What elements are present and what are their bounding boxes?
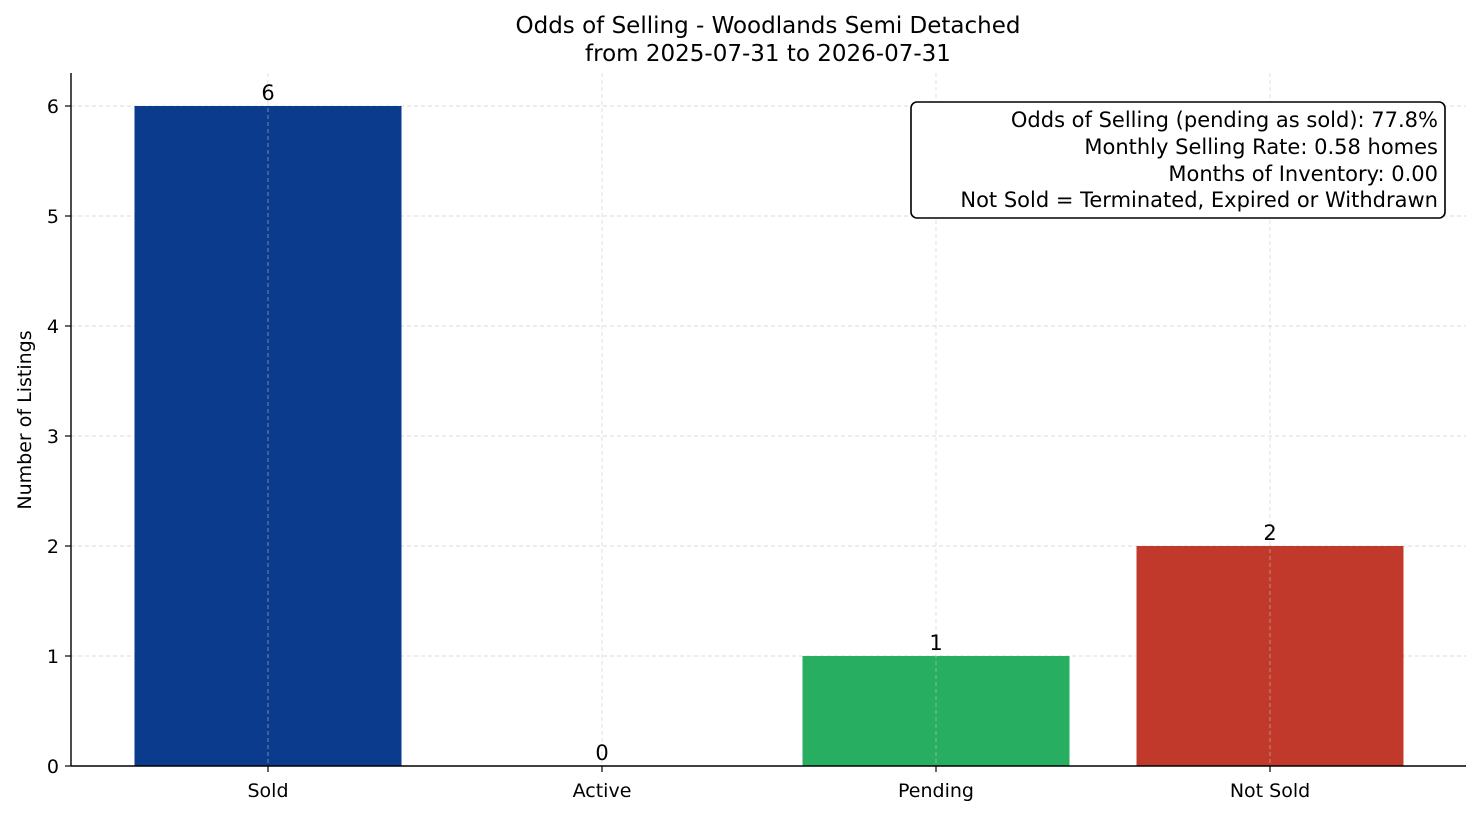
chart-subtitle: from 2025-07-31 to 2026-07-31 xyxy=(585,41,951,67)
annotation-frame xyxy=(910,101,1446,219)
y-tick-label: 4 xyxy=(47,316,59,338)
chart-title: Odds of Selling - Woodlands Semi Detache… xyxy=(516,13,1021,39)
bar-value-label: 0 xyxy=(595,741,608,765)
x-tick-label: Not Sold xyxy=(1230,780,1310,802)
bar-value-label: 6 xyxy=(261,81,274,105)
annotation-line-notsold-def: Not Sold = Terminated, Expired or Withdr… xyxy=(960,188,1438,212)
y-tick-label: 0 xyxy=(47,756,59,778)
annotation-line-inventory: Months of Inventory: 0.00 xyxy=(1168,162,1438,186)
bar-sold xyxy=(134,106,402,766)
y-tick-label: 6 xyxy=(47,96,59,118)
y-tick-label: 3 xyxy=(47,426,59,448)
data-labels: 6 0 1 2 xyxy=(261,81,1276,765)
x-tick-label: Active xyxy=(573,780,632,802)
y-tick-label: 2 xyxy=(47,536,59,558)
y-tick-label: 1 xyxy=(47,646,59,668)
bar-value-label: 1 xyxy=(929,631,942,655)
annotation-line-rate: Monthly Selling Rate: 0.58 homes xyxy=(1084,135,1438,159)
y-tick-label: 5 xyxy=(47,206,59,228)
x-tick-label: Pending xyxy=(898,780,974,802)
x-tick-label: Sold xyxy=(247,780,288,802)
axes: 0 1 2 3 4 5 6 Sold Active Pending Not Sold xyxy=(47,73,1466,802)
bar-value-label: 2 xyxy=(1263,521,1276,545)
y-axis-label: Number of Listings xyxy=(14,330,36,509)
annotation-line-odds: Odds of Selling (pending as sold): 77.8% xyxy=(1011,108,1438,132)
annotation-box: Odds of Selling (pending as sold): 77.8%… xyxy=(910,101,1446,219)
